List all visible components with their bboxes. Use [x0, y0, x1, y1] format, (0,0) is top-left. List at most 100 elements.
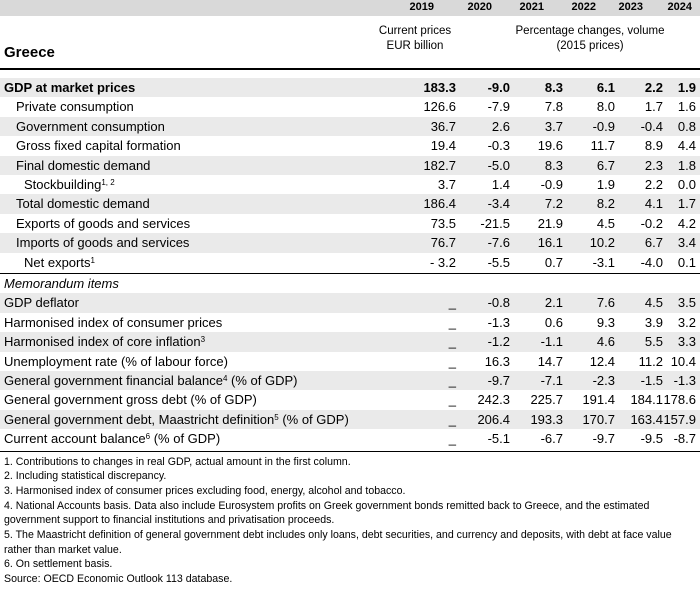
table-row: Imports of goods and services 76.7 -7.6 16.…: [0, 233, 700, 253]
cell-value: _: [448, 314, 456, 330]
cell-value: 3.2: [677, 314, 696, 330]
footnote: 2. Including statistical discrepancy.: [4, 470, 167, 483]
row-label: General government debt, Maastricht defi…: [4, 410, 349, 429]
cell-value: 36.7: [430, 118, 456, 134]
year-header-band: 2019 2020 2021 2022 2023 2024: [0, 0, 700, 16]
cell-value: -6.7: [540, 431, 563, 447]
memo-title-text: Memorandum items: [4, 276, 119, 291]
cell-value: -7.6: [487, 235, 510, 251]
memo-title: Memorandum items: [0, 274, 700, 293]
row-label-text: Final domestic demand: [16, 157, 151, 173]
cell-value: 8.3: [544, 80, 563, 95]
year-2024: 2024: [667, 1, 692, 13]
cell-value: 12.4: [589, 353, 615, 369]
cell-value: -9.7: [487, 373, 510, 388]
footnote-ref: 5: [274, 412, 279, 422]
cell-value: 8.0: [596, 99, 615, 115]
table-row: Exports of goods and services 73.5 -21.5 21…: [0, 214, 700, 233]
cell-value: _: [448, 353, 456, 369]
cell-value: 157.9: [663, 411, 696, 427]
memo-divider: [0, 273, 700, 274]
cell-value: 9.3: [596, 314, 615, 330]
cell-value: 1.7: [644, 99, 663, 115]
row-label-text: Unemployment rate (% of labour force): [4, 353, 228, 369]
row-label-text: Private consumption: [16, 99, 134, 115]
cell-value: -2.3: [592, 373, 615, 388]
row-label: Current account balance6 (% of GDP): [4, 429, 220, 448]
year-2019: 2019: [409, 1, 434, 13]
cell-value: 182.7: [423, 157, 456, 173]
cell-value: 8.9: [644, 138, 663, 154]
table-row: GDP at market prices 183.3 -9.0 8.3 6.1 2.2 1.…: [0, 78, 700, 98]
cell-value: -0.9: [540, 177, 563, 192]
cell-value: 4.5: [596, 215, 615, 231]
cell-value: -5.1: [487, 431, 510, 447]
memo-row: Harmonised index of consumer prices _ -1.3…: [0, 313, 700, 332]
row-label: Final domestic demand: [16, 156, 150, 175]
current-prices-header: Current prices EUR billion: [378, 25, 452, 52]
footnote: 3. Harmonised index of consumer prices e…: [4, 484, 406, 497]
row-label-text: Stockbuilding: [24, 177, 102, 192]
cell-value: 2.2: [644, 177, 663, 192]
row-label-text: GDP at market prices: [4, 80, 136, 95]
cell-value: 0.1: [677, 254, 696, 270]
cell-value: 126.6: [423, 99, 456, 115]
cell-value: -9.5: [640, 431, 663, 447]
cell-value: -0.3: [487, 138, 510, 154]
cell-value: _: [448, 392, 456, 408]
source-note: Source: OECD Economic Outlook 113 databa…: [4, 573, 233, 586]
cell-value: 0.0: [677, 177, 696, 192]
row-label-text: Harmonised index of core inflation: [4, 334, 201, 350]
row-label: Imports of goods and services: [16, 233, 189, 252]
cell-value: 2.6: [491, 118, 510, 134]
cell-value: 183.3: [423, 80, 456, 95]
cell-value: 0.8: [677, 118, 696, 134]
cell-value: 7.8: [544, 99, 563, 115]
row-label: Harmonised index of core inflation3: [4, 332, 205, 351]
footnote-ref: 4: [222, 374, 228, 383]
memo-row: GDP deflator _ -0.8 2.1 7.6 4.5 3.5: [0, 293, 700, 313]
cell-value: 4.1: [644, 196, 663, 212]
cell-value: -1.1: [540, 334, 563, 350]
cell-value: 16.3: [484, 353, 510, 369]
cell-value: -0.2: [640, 215, 663, 231]
cell-value: 193.3: [530, 411, 563, 427]
row-label-text: Gross fixed capital formation: [16, 138, 181, 154]
cell-value: 242.3: [477, 392, 510, 408]
pct-changes-header: Percentage changes, volume (2015 prices): [515, 25, 665, 52]
memo-row: General government gross debt (% of GDP)…: [0, 390, 700, 409]
table-row: Total domestic demand 186.4 -3.4 7.2 8.2 4.1 1…: [0, 194, 700, 214]
row-label-text: Net exports: [24, 254, 91, 270]
cell-value: -1.2: [487, 334, 510, 350]
footnote-ref: 1: [90, 255, 95, 265]
cell-value: 170.7: [582, 411, 615, 427]
footnote-ref: 3: [200, 335, 206, 345]
cell-value: -9.7: [592, 431, 615, 447]
row-label: GDP deflator: [4, 293, 79, 312]
row-label: Private consumption: [16, 97, 134, 116]
cell-value: -3.4: [487, 196, 510, 212]
cell-value: - 3.2: [429, 254, 456, 270]
cell-value: -8.7: [673, 431, 696, 447]
cell-value: _: [448, 334, 456, 350]
footnote-ref: 1, 2: [101, 178, 115, 187]
row-label-text: Imports of goods and services: [16, 235, 190, 251]
footnote: 1. Contributions to changes in real GDP,…: [4, 455, 351, 468]
cell-value: 6.1: [596, 80, 615, 95]
memo-row: Unemployment rate (% of labour force) _ 16…: [0, 352, 700, 371]
footnote-ref: 6: [145, 432, 151, 442]
cell-value: 8.3: [544, 157, 563, 173]
memo-row: General government debt, Maastricht defi…: [0, 409, 700, 430]
table-row: Gross fixed capital formation 19.4 -0.3 19.…: [0, 136, 700, 155]
year-2023: 2023: [618, 1, 643, 13]
cell-value: 206.4: [477, 411, 510, 427]
table-bottom-divider: [0, 450, 700, 452]
cell-value: 225.7: [530, 392, 563, 408]
row-label-text: General government gross debt (% of GDP): [4, 392, 257, 408]
cell-value: 4.4: [677, 138, 696, 154]
cell-value: 19.6: [537, 138, 563, 154]
cell-value: 73.5: [430, 215, 456, 231]
cell-value: 16.1: [537, 235, 563, 251]
row-label: Harmonised index of consumer prices: [4, 313, 222, 332]
year-2022: 2022: [571, 1, 596, 13]
